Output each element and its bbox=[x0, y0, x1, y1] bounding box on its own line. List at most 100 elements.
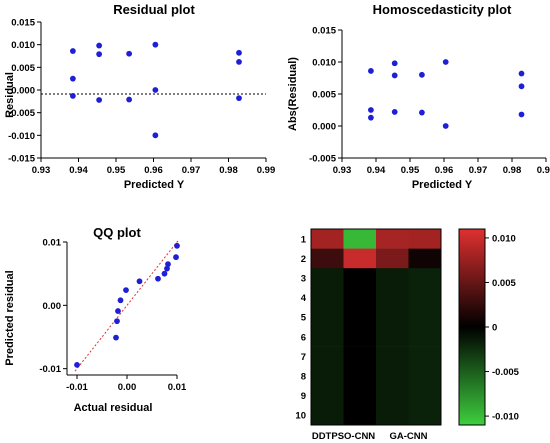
heatmap-cell bbox=[311, 229, 344, 249]
heatmap-cell bbox=[376, 229, 409, 249]
residual-y-tick-label: -0.015 bbox=[8, 154, 36, 165]
heatmap-cell bbox=[408, 268, 442, 289]
residual-x-ticks: 0.93 0.94 0.95 0.96 0.97 0.98 0.99 bbox=[32, 158, 275, 176]
heatmap-colorbar-tick-label: 0.005 bbox=[492, 278, 516, 289]
heatmap-cell bbox=[376, 307, 409, 328]
residual-y-tick-label: 0.015 bbox=[11, 18, 35, 29]
homoscedasticity-y-tick-label: 0.000 bbox=[312, 122, 336, 133]
homoscedasticity-x-tick-label: 0.94 bbox=[367, 165, 386, 176]
homoscedasticity-point bbox=[419, 109, 425, 116]
heatmap-row-label: 2 bbox=[301, 254, 306, 265]
heatmap-cell bbox=[343, 268, 377, 289]
heatmap-cell bbox=[376, 405, 409, 426]
residual-x-tick-label: 0.96 bbox=[144, 165, 163, 176]
residual-point bbox=[152, 41, 159, 48]
heatmap-row-label: 1 bbox=[301, 234, 307, 245]
heatmap-cell bbox=[376, 346, 409, 367]
qq-points bbox=[74, 242, 180, 368]
qq-x-axis-label: Actual residual bbox=[74, 402, 153, 414]
heatmap-cell bbox=[408, 385, 442, 406]
homoscedasticity-y-ticks: -0.005 0.000 0.005 0.010 0.015 bbox=[309, 26, 342, 165]
heatmap-cell bbox=[408, 307, 442, 328]
heatmap-row-label: 5 bbox=[301, 313, 307, 324]
heatmap-colorbar-tick-label: 0 bbox=[492, 323, 497, 334]
residual-point bbox=[152, 87, 159, 93]
residual-point bbox=[69, 75, 76, 82]
heatmap-column-label: DDTPSO-CNN bbox=[312, 431, 375, 442]
heatmap-cell bbox=[343, 385, 377, 406]
residual-x-tick-label: 0.98 bbox=[219, 165, 238, 176]
qq-x-ticks: -0.01 0.00 0.01 bbox=[66, 375, 187, 393]
homoscedasticity-point bbox=[518, 70, 525, 77]
qq-x-tick-label: 0.01 bbox=[168, 382, 187, 393]
homoscedasticity-point bbox=[391, 72, 398, 79]
residual-point bbox=[126, 50, 133, 57]
residual-point bbox=[69, 92, 76, 99]
heatmap-cell bbox=[408, 405, 442, 426]
heatmap-colorbar-tick-label: -0.010 bbox=[492, 412, 519, 423]
qq-point bbox=[117, 297, 124, 304]
qq-y-tick-label: 0.01 bbox=[43, 238, 62, 249]
homoscedasticity-point bbox=[442, 59, 449, 65]
homoscedasticity-point bbox=[368, 68, 374, 74]
qq-point bbox=[173, 254, 179, 261]
qq-point bbox=[155, 275, 161, 282]
heatmap-cell bbox=[376, 385, 409, 406]
heatmap-cell bbox=[311, 346, 344, 367]
heatmap-cell bbox=[343, 327, 377, 347]
heatmap-row-label: 4 bbox=[301, 293, 307, 304]
homoscedasticity-x-ticks: 0.93 0.94 0.95 0.96 0.97 0.98 0.99 bbox=[333, 158, 550, 176]
heatmap-cell bbox=[311, 248, 344, 269]
heatmap-row-label: 7 bbox=[301, 352, 306, 363]
qq-y-axis-label: Predicted residual bbox=[4, 270, 16, 365]
homoscedasticity-point bbox=[391, 60, 398, 67]
heatmap-colorbar-ticks: 0.010 0.005 0 -0.005 -0.010 bbox=[485, 233, 520, 423]
residual-plot-panel: Residual plot 0.93 0.94 0.95 0.96 0.97 0.98 0.… bbox=[4, 2, 275, 191]
heatmap-cell bbox=[311, 405, 344, 426]
qq-plot-title: QQ plot bbox=[93, 225, 141, 240]
residual-x-axis-label: Predicted Y bbox=[124, 179, 185, 191]
qq-y-tick-label: -0.01 bbox=[39, 364, 61, 375]
heatmap-cell bbox=[408, 327, 442, 347]
homoscedasticity-y-tick-label: 0.005 bbox=[312, 90, 336, 101]
qq-point bbox=[74, 361, 80, 368]
qq-point bbox=[115, 308, 121, 314]
heatmap-cell bbox=[408, 229, 442, 249]
heatmap-cell bbox=[311, 287, 344, 308]
heatmap-cell bbox=[311, 385, 344, 406]
homoscedasticity-x-tick-label: 0.96 bbox=[435, 165, 454, 176]
homoscedasticity-point bbox=[391, 109, 398, 115]
qq-point bbox=[136, 278, 143, 285]
heatmap-cell bbox=[343, 366, 377, 387]
heatmap-cell bbox=[343, 287, 377, 308]
heatmap-cell bbox=[343, 307, 377, 328]
heatmap-row-label: 10 bbox=[295, 411, 306, 422]
heatmap-cell bbox=[408, 346, 442, 367]
heatmap-cell bbox=[408, 248, 442, 269]
homoscedasticity-point bbox=[419, 71, 425, 78]
residual-points bbox=[69, 41, 242, 139]
heatmap-frame bbox=[310, 228, 442, 426]
residual-point bbox=[96, 97, 103, 103]
qq-y-tick-label: 0.00 bbox=[43, 301, 62, 312]
residual-x-tick-label: 0.93 bbox=[32, 165, 51, 176]
heatmap-cell bbox=[376, 287, 409, 308]
qq-x-tick-label: 0.00 bbox=[118, 382, 137, 393]
heatmap-cell bbox=[376, 268, 409, 289]
heatmap-cell bbox=[311, 327, 344, 347]
homoscedasticity-x-tick-label: 0.98 bbox=[503, 165, 522, 176]
heatmap-row-label: 6 bbox=[301, 332, 306, 343]
homoscedasticity-x-tick-label: 0.99 bbox=[537, 165, 550, 176]
homoscedasticity-plot-panel: Homoscedasticity plot 0.93 0.94 0.95 0.96 0.… bbox=[287, 2, 550, 191]
homoscedasticity-plot-title: Homoscedasticity plot bbox=[373, 2, 512, 17]
residual-x-tick-label: 0.95 bbox=[107, 165, 126, 176]
qq-point bbox=[123, 287, 129, 294]
residual-y-tick-label: -0.005 bbox=[8, 108, 36, 119]
residual-point bbox=[152, 132, 159, 139]
heatmap-row-label: 9 bbox=[301, 391, 306, 402]
qq-point bbox=[161, 270, 168, 277]
heatmap-row-label: 3 bbox=[301, 274, 306, 285]
qq-point bbox=[114, 318, 120, 325]
qq-y-ticks: -0.01 0.00 0.01 bbox=[39, 238, 67, 375]
residual-point bbox=[96, 42, 103, 49]
